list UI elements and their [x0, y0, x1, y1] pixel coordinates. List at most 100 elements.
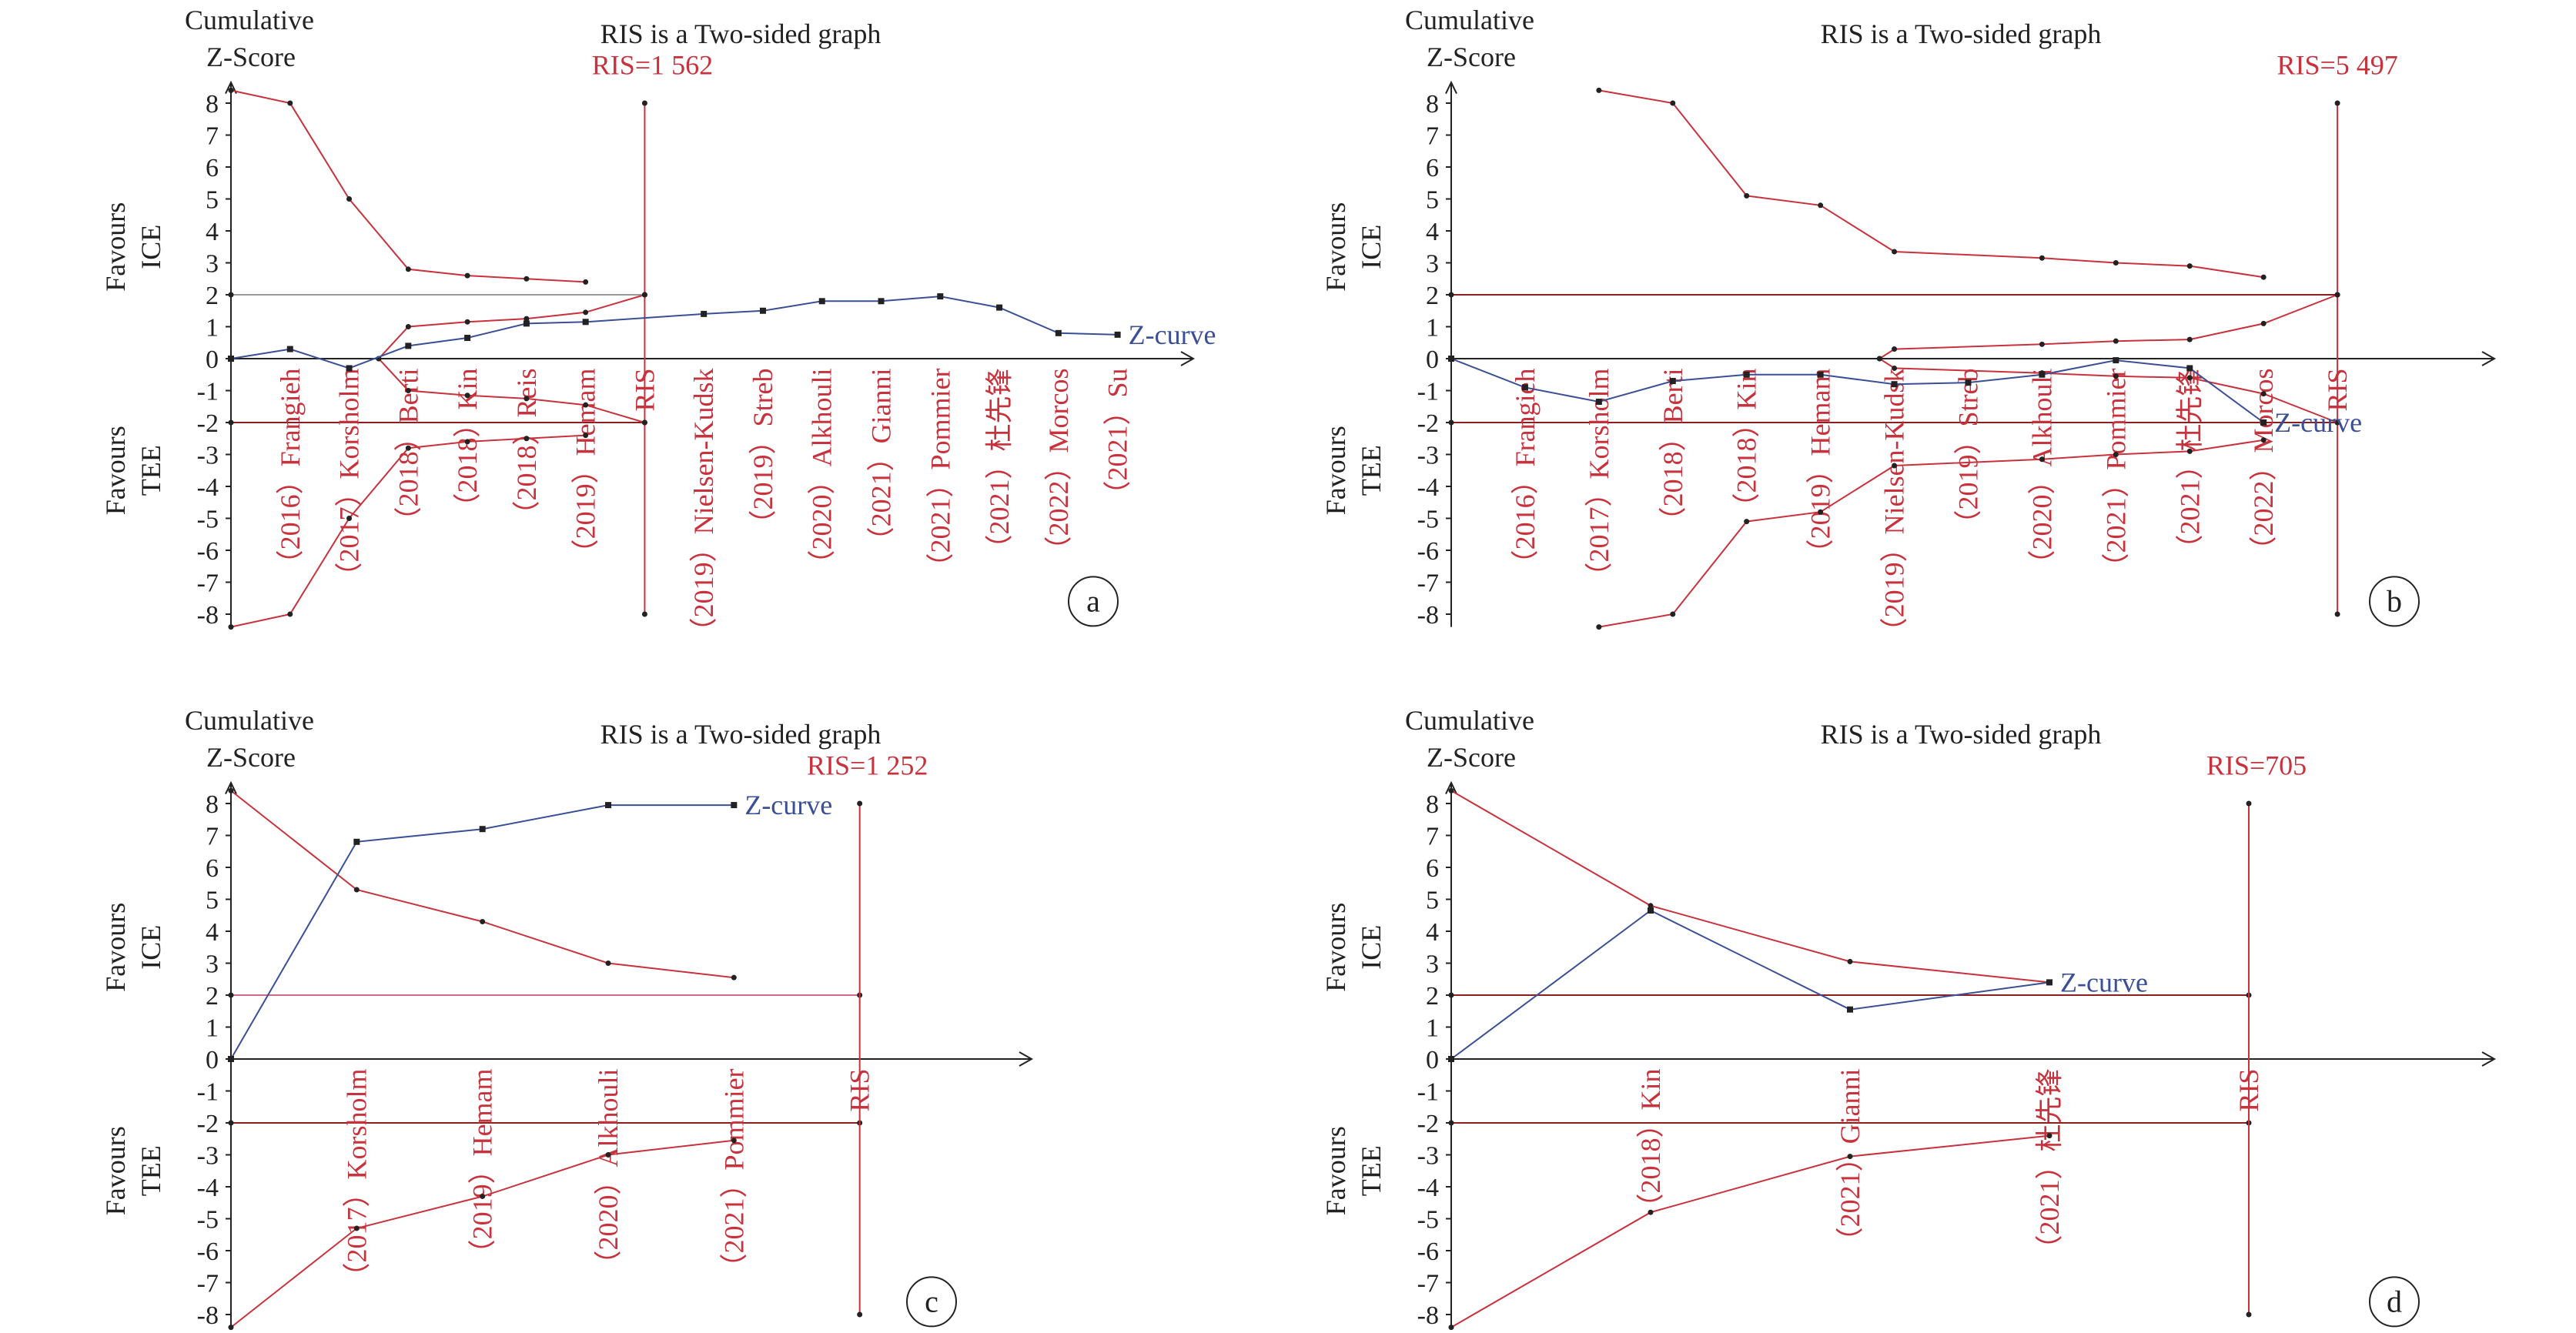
study-tick-label: （2018）Berti — [393, 368, 423, 534]
y-axis-arrow — [1445, 780, 1457, 794]
lower-monitoring-boundary-point — [464, 439, 470, 445]
y-tick-label: 1 — [206, 314, 219, 342]
lower-monitoring-boundary-point — [1596, 624, 1602, 630]
y-tick-label: 5 — [206, 887, 219, 915]
lower-futility-boundary-point — [524, 396, 530, 402]
study-tick-label: （2019）Hemam — [570, 368, 601, 566]
z-curve-point — [1891, 381, 1898, 388]
z-curve-point — [1817, 371, 1824, 378]
lower-futility-boundary-point — [2334, 419, 2340, 426]
upper-monitoring-boundary-point — [1847, 958, 1853, 964]
ylabel-cumulative: Cumulative — [185, 5, 314, 35]
z-curve-point — [818, 298, 825, 305]
lower-monitoring-boundary-point — [2260, 437, 2267, 443]
panel-tag-label: a — [1086, 583, 1100, 618]
study-tick-label: （2021）杜先锋 — [984, 368, 1015, 562]
lower-monitoring-boundary-point — [2039, 456, 2045, 463]
z-curve-point — [1669, 378, 1676, 385]
y-tick-label: -8 — [1417, 601, 1439, 630]
z-curve-point — [1743, 371, 1750, 378]
study-tick-label: （2019）Streb — [748, 368, 778, 537]
ris-tick-label: RIS — [629, 368, 660, 411]
y-tick-label: -4 — [197, 473, 219, 502]
y-tick-label: 1 — [1426, 1014, 1439, 1043]
y-tick-label: -4 — [1417, 1174, 1439, 1202]
study-tick-label: （2020）Alkhouli — [807, 368, 838, 577]
panel-tag-label: d — [2387, 1284, 2402, 1318]
y-tick-label: -7 — [1417, 1270, 1439, 1298]
z-curve-point — [523, 320, 530, 327]
study-tick-label: （2021）Pommier — [718, 1068, 749, 1281]
y-tick-label: -5 — [1417, 1206, 1439, 1234]
y-axis-arrow — [225, 80, 237, 94]
z-curve-point — [353, 838, 360, 845]
favours-ice-label-2: ICE — [135, 925, 166, 970]
lower-monitoring-boundary-point — [2186, 448, 2193, 454]
chart-title: RIS is a Two-sided graph — [1821, 18, 2102, 49]
panel-b: Cumulative Z-Score RIS is a Two-sided grap… — [1320, 5, 2497, 645]
z-curve-point — [346, 365, 353, 372]
z-curve-point — [605, 802, 611, 809]
z-curve-point — [937, 293, 944, 300]
z-curve — [230, 296, 1118, 369]
y-tick-label: 3 — [206, 950, 219, 979]
lower-monitoring-boundary-point — [346, 516, 353, 521]
panel-a: Cumulative Z-Score RIS is a Two-sided grap… — [100, 5, 1216, 645]
study-tick-label: （2021）Gianni — [866, 368, 897, 554]
favours-ice-label-2: ICE — [135, 225, 166, 269]
y-tick-label: 0 — [206, 1046, 219, 1074]
y-tick-label: -7 — [197, 1270, 219, 1298]
study-tick-label: （2021）杜先锋 — [2174, 368, 2205, 562]
y-tick-label: -7 — [197, 570, 219, 598]
favours-ice-label-2: ICE — [1356, 225, 1387, 269]
z-curve-label: Z-curve — [744, 790, 832, 820]
lower-futility-boundary-point — [2260, 391, 2267, 397]
study-tick-label: （2021）杜先锋 — [2034, 1068, 2065, 1262]
x-axis-arrow — [2481, 1051, 2497, 1067]
y-tick-label: 3 — [1426, 950, 1439, 979]
z-curve-point — [405, 342, 412, 349]
z-curve-point — [2046, 979, 2052, 986]
y-axis-arrow — [1445, 80, 1457, 94]
y-tick-label: -6 — [1417, 537, 1439, 566]
study-tick-label: （2019）Hemam — [1805, 368, 1836, 566]
study-tick-label: （2016）Frangieh — [1510, 368, 1541, 577]
favours-tee-label-1: Favours — [100, 426, 131, 515]
y-tick-label: -2 — [1417, 409, 1439, 438]
lower-monitoring-boundary-point — [480, 1193, 486, 1199]
lower-monitoring-boundary — [1598, 439, 2264, 628]
upper-monitoring-boundary-point — [287, 100, 293, 106]
ris-label: RIS=1 562 — [592, 50, 713, 81]
z-curve-point — [1595, 399, 1602, 406]
upper-monitoring-boundary-point — [1648, 903, 1654, 909]
z-curve-point — [759, 307, 766, 314]
lower-monitoring-boundary — [1450, 1134, 2050, 1328]
ris-tick-label: RIS — [845, 1068, 875, 1111]
upper-monitoring-boundary-point — [346, 196, 353, 202]
ris-end-point — [2246, 1311, 2252, 1318]
panel-tag-label: c — [925, 1284, 938, 1318]
study-tick-label: （2022）Morcos — [1043, 368, 1074, 563]
upper-monitoring-boundary — [1450, 790, 2050, 984]
upper-monitoring-boundary-point — [1744, 192, 1750, 199]
upper-monitoring-boundary — [230, 89, 586, 283]
favours-tee-label-1: Favours — [100, 1126, 131, 1215]
y-axis-arrow — [225, 780, 237, 794]
y-tick-label: -8 — [197, 601, 219, 630]
x-axis-arrow — [1019, 1051, 1034, 1067]
lower-futility-boundary-point — [583, 402, 589, 408]
lower-monitoring-boundary-point — [2113, 452, 2119, 457]
y-tick-label: 8 — [1426, 790, 1439, 819]
z-curve — [1450, 358, 2264, 423]
lower-monitoring-boundary-point — [1818, 509, 1824, 515]
upper-monitoring-boundary-point — [228, 87, 234, 93]
z-curve-point — [2039, 371, 2046, 378]
lower-futility-boundary-point — [2186, 375, 2193, 381]
chart-title: RIS is a Two-sided graph — [601, 719, 882, 750]
study-tick-label: （2018）Reis — [511, 368, 542, 528]
chart-title: RIS is a Two-sided graph — [1821, 719, 2102, 750]
lower-futility-boundary-point — [2113, 373, 2119, 379]
upper-futility-boundary-point — [524, 316, 530, 322]
y-tick-label: -6 — [1417, 1238, 1439, 1266]
panel-tag-circle — [1068, 576, 1119, 627]
